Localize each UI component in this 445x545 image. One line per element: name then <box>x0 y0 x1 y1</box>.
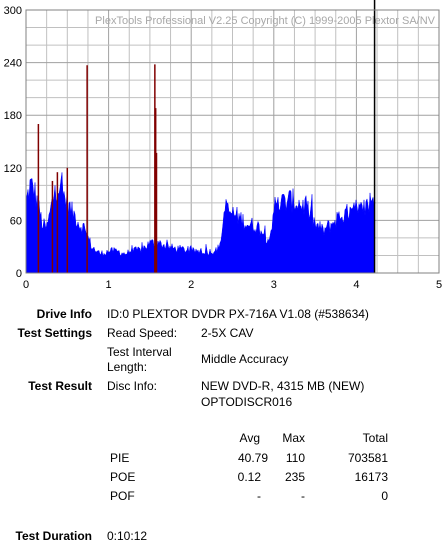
test-interval-label-line1: Test Interval <box>107 345 172 359</box>
drive-info-label: Drive Info <box>36 307 92 321</box>
x-tick-label: 4 <box>353 279 359 291</box>
pie-series-area <box>25 172 375 274</box>
stats-row-pie-total: 703581 <box>347 451 388 465</box>
test-duration-value: 0:10:12 <box>107 529 148 543</box>
y-tick-label: 60 <box>10 215 22 227</box>
x-tick-label: 1 <box>106 279 112 291</box>
stats-header-total: Total <box>362 431 388 445</box>
stats-row-pie-name: PIE <box>110 451 130 465</box>
test-duration-label: Test Duration <box>15 529 92 543</box>
drive-info-value: ID:0 PLEXTOR DVDR PX-716A V1.08 (#538634… <box>107 307 369 321</box>
stats-row-poe-name: POE <box>110 470 136 484</box>
test-interval-value: Middle Accuracy <box>201 352 289 366</box>
poe-series <box>37 64 158 273</box>
stats-row-poe-total: 16173 <box>354 470 388 484</box>
test-settings-label: Test Settings <box>17 326 92 340</box>
chart-title: PlexTools Professional V2.25 Copyright (… <box>95 15 436 27</box>
stats-row-pof-max: - <box>301 489 305 503</box>
stats-row-pof-total: 0 <box>381 489 388 503</box>
x-tick-label: 3 <box>271 279 277 291</box>
test-interval-label-line2: Length: <box>107 360 148 374</box>
x-tick-label: 5 <box>436 279 442 291</box>
x-tick-label: 2 <box>188 279 194 291</box>
chart: 0 60 120 180 240 300 0 1 2 3 4 5 PlexTools Profess… <box>4 0 442 291</box>
stats-row-pof-avg: - <box>257 489 261 503</box>
stats-header-max: Max <box>282 431 305 445</box>
plot-frame <box>25 9 440 274</box>
read-speed-label: Read Speed: <box>107 326 178 340</box>
stats-row-pie-max: 110 <box>285 451 305 465</box>
disc-info-value-line1: NEW DVD-R, 4315 MB (NEW) <box>201 379 365 393</box>
read-speed-value: 2-5X CAV <box>201 326 254 340</box>
y-axis-tick-labels: 0 60 120 180 240 300 <box>4 5 22 280</box>
stats-row-poe-avg: 0.12 <box>237 470 261 484</box>
test-result-label: Test Result <box>28 379 92 393</box>
stats-row-poe-max: 235 <box>284 470 305 484</box>
x-tick-label: 0 <box>23 279 29 291</box>
stats-row-pie-avg: 40.79 <box>237 451 268 465</box>
disc-info-value-line2: OPTODISCR016 <box>201 395 293 409</box>
y-tick-label: 0 <box>16 268 22 280</box>
y-tick-label: 240 <box>4 58 22 70</box>
y-tick-label: 300 <box>4 5 22 17</box>
disc-info-label: Disc Info: <box>107 379 158 393</box>
y-tick-label: 180 <box>4 110 22 122</box>
stats-row-pof-name: POF <box>110 489 135 503</box>
stats-header-avg: Avg <box>239 431 260 445</box>
y-tick-label: 120 <box>4 163 22 175</box>
x-axis-tick-labels: 0 1 2 3 4 5 <box>23 279 442 291</box>
